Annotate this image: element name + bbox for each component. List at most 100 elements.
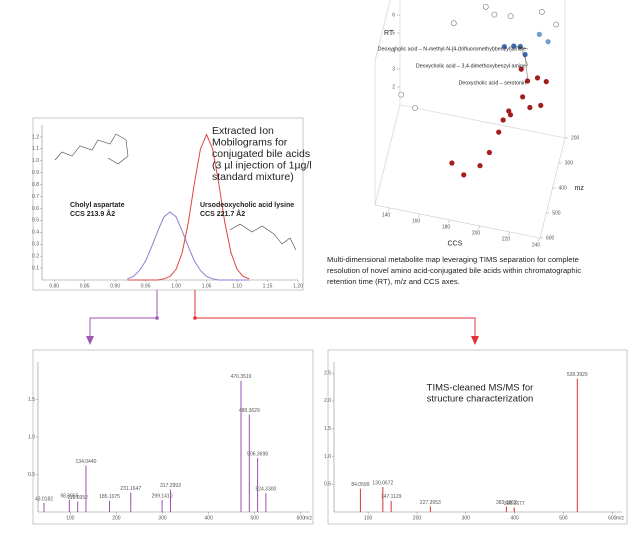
x-tick [507,231,511,236]
metabolite-point [501,44,507,50]
x-tick-label: 240 [532,242,541,248]
z-tick-label: 2 [392,84,395,90]
y-tick-label: 0.4 [32,230,39,236]
mobilogram-trace [127,133,250,281]
metabolite-point [412,105,418,111]
spectrum-frame [327,349,628,525]
peak-label: 147.1129 [381,494,402,500]
caption: resolution of novel amino acid-conjugate… [327,266,581,275]
y-tick-label: 1.1 [32,146,39,152]
metabolite-point [482,3,489,10]
peak-label: CCS 213.9 Å2 [70,209,115,218]
box-edge [374,104,401,206]
peak-label: 43.0182 [35,496,53,502]
z-axis-label: RT [384,30,394,37]
peak-label: Cholyl aspartate [70,202,125,209]
x-tick-label: 200 [413,515,422,521]
x-tick [537,237,541,242]
metabolite-point [496,129,502,135]
metabolite-point [486,149,492,156]
peak-label: 84.0599 [351,482,369,488]
y-tick-label: 200 [571,135,580,141]
annotation: Deoxycholic acid – serotonin [459,80,526,86]
y-tick-label: 300 [565,160,574,166]
x-tick-label: 1.10 [232,283,242,289]
peak-label: 116.0352 [67,495,88,501]
x-tick-label: 180 [442,224,451,230]
x-tick-label: 140 [382,212,391,218]
spectrum-frame [32,349,314,525]
peak-label: CCS 221.7 Å2 [200,209,245,218]
box-edge [399,104,566,139]
x-tick-label: 200 [472,230,481,236]
x-tick-label: 500 [251,515,260,521]
metabolite-point [507,13,514,20]
peak-label: 317.2993 [160,483,181,489]
annotation: TIMS-cleaned MS/MS for [427,383,534,394]
y-tick-label: 600 [546,235,555,241]
peak-label: 231.1647 [120,486,141,492]
y-tick-label: 0.5 [32,218,39,224]
metabolite-point [398,91,405,98]
annotation: Extracted Ion [212,125,274,137]
x-tick-label: 500 [559,515,568,521]
mobilogram-frame [32,117,304,291]
arrow-node [193,316,197,320]
annotation: Mobilograms for [212,136,288,148]
x-tick-label: 1.15 [263,283,273,289]
metabolite-point [507,112,514,118]
x-tick-label: 1.00 [171,283,181,289]
metabolite-point [500,117,506,123]
y-tick-label: 0.3 [32,242,39,248]
y-tick-label: 0.7 [32,194,39,200]
x-tick-label: 220 [502,236,511,242]
metabolite-point [545,39,551,45]
annotation: Deoxycholic acid – N-methyl-N-[4-(triflu… [378,46,526,52]
annotation: Deoxycholic acid – 3,4-dimethoxybenzyl a… [416,63,526,69]
y-tick-label: 0.5 [28,472,35,478]
x-tick-label: 100 [66,515,75,521]
y-tick-label: 0.2 [32,253,39,259]
metabolite-point [524,78,531,84]
x-tick-label: 200 [112,515,121,521]
metabolite-point [449,160,455,166]
molecule-sketch [54,133,297,251]
x-axis-label: CCS [448,240,463,247]
z-tick-label: 4 [392,48,395,54]
y-tick-label: 1.2 [32,134,39,140]
annotation: (3 µl injection of 1µg/l [212,159,312,171]
metabolite-point [450,20,457,27]
metabolite-point [534,75,541,81]
metabolite-point [538,8,545,15]
leader-line [520,46,529,67]
y-tick-label: 0.6 [32,206,39,212]
arrow-head [86,336,94,345]
peak-label: 98.0055 [60,493,78,499]
x-tick [447,219,451,224]
x-tick-label: 0.90 [110,283,120,289]
metabolite-point [520,94,526,100]
y-tick-label: 1.0 [28,434,35,440]
caption: Multi-dimensional metabolite map leverag… [327,255,579,264]
x-tick-label: 600 [297,515,306,521]
y-tick-label: 1.0 [32,158,39,164]
x-axis-label: m/z [616,515,625,521]
metabolite-point [477,163,483,169]
arrow [194,290,476,338]
metabolite-point [538,102,544,108]
metabolite-point [543,79,549,85]
x-tick-label: 400 [204,515,213,521]
peak-label: 470.3519 [231,374,252,380]
peak-label: 528.3929 [567,372,588,378]
x-tick-label: 0.95 [141,283,151,289]
x-tick-label: 300 [462,515,471,521]
annotation: structure characterization [427,394,534,405]
y-tick-label: 0.9 [32,170,39,176]
metabolite-point [461,172,467,178]
peak-label: 383.1862 [496,500,517,506]
z-tick-label: 6 [392,12,395,18]
metabolite-point [527,104,533,111]
x-tick-label: 100 [364,515,373,521]
peak-label: 488.3629 [239,408,260,414]
